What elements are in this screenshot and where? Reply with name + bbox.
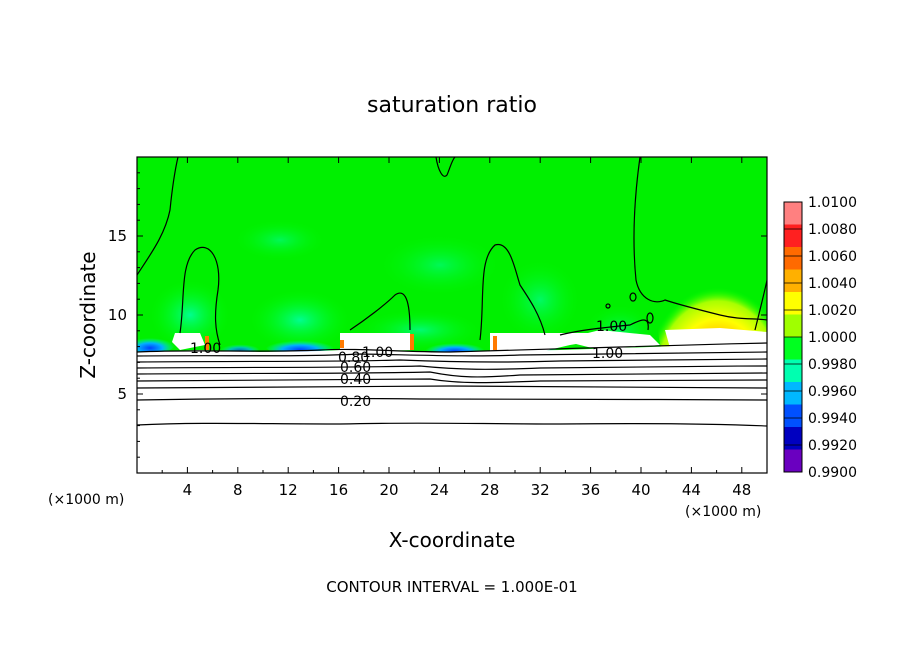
x-tick-label: 28 xyxy=(480,481,499,499)
contour-labels: 0.20 0.40 0.60 0.80 1.00 1.00 1.00 1.00 xyxy=(190,319,627,410)
colorbar-label: 1.0060 xyxy=(808,249,857,265)
y-axis-title: Z-coordinate xyxy=(76,251,100,378)
colorbar-label: 0.9960 xyxy=(808,384,857,400)
colorbar-swatch xyxy=(784,314,802,338)
colorbar-label: 0.9920 xyxy=(808,438,857,454)
y-tick-label: 10 xyxy=(108,306,127,324)
x-axis: 4 8 12 16 20 24 28 32 36 40 44 48 xyxy=(161,157,751,499)
plot-area xyxy=(137,157,767,473)
colorbar-swatch xyxy=(784,449,802,473)
dry-layer xyxy=(137,344,767,473)
x-tick-label: 4 xyxy=(183,481,193,499)
colorbar-label: 1.0040 xyxy=(808,276,857,292)
chart-title: saturation ratio xyxy=(367,93,537,118)
colorbar-label: 0.9940 xyxy=(808,411,857,427)
colorbar-label: 1.0000 xyxy=(808,330,857,346)
contour-label: 0.40 xyxy=(340,372,371,388)
colorbar-swatch xyxy=(784,247,802,270)
x-tick-label: 16 xyxy=(329,481,348,499)
contour-label: 1.00 xyxy=(362,345,393,361)
colorbar-label: 1.0100 xyxy=(808,195,857,211)
colorbar: 1.0100 1.0080 1.0060 1.0040 1.0020 1.0000 0.99… xyxy=(783,195,857,481)
colorbar-label: 0.9980 xyxy=(808,357,857,373)
y-tick-label: 5 xyxy=(117,385,127,403)
contour-label: 0.80 xyxy=(338,350,369,366)
y-axis: 5 10 15 xyxy=(108,172,767,458)
contour-label: 1.00 xyxy=(596,319,627,335)
colorbar-swatch xyxy=(784,382,802,405)
colorbar-label: 1.0020 xyxy=(808,303,857,319)
x-unit-left: (×1000 m) xyxy=(48,492,124,508)
colorbar-swatch xyxy=(784,337,802,360)
x-tick-label: 12 xyxy=(279,481,298,499)
colorbar-swatch xyxy=(784,202,802,225)
x-tick-label: 40 xyxy=(631,481,650,499)
x-unit-right: (×1000 m) xyxy=(685,504,761,520)
colorbar-label: 0.9900 xyxy=(808,465,857,481)
colorbar-swatch xyxy=(784,359,802,383)
x-tick-label: 8 xyxy=(233,481,243,499)
colorbar-label: 1.0080 xyxy=(808,222,857,238)
colorbar-swatch xyxy=(784,269,802,293)
x-tick-label: 44 xyxy=(682,481,701,499)
contour-lines xyxy=(137,157,767,427)
x-axis-title: X-coordinate xyxy=(389,528,516,552)
orange-edges xyxy=(205,334,497,350)
contour-label: 0.20 xyxy=(340,394,371,410)
contour-label: 1.00 xyxy=(190,341,221,357)
x-tick-label: 48 xyxy=(732,481,751,499)
colorbar-swatch xyxy=(784,224,802,248)
y-tick-label: 15 xyxy=(108,227,127,245)
contour-label: 1.00 xyxy=(592,346,623,362)
contour-label: 0.60 xyxy=(340,360,371,376)
x-tick-label: 20 xyxy=(379,481,398,499)
colorbar-swatch xyxy=(784,427,802,450)
contour-interval-note: CONTOUR INTERVAL = 1.000E-01 xyxy=(326,578,577,596)
x-tick-label: 32 xyxy=(531,481,550,499)
x-tick-label: 36 xyxy=(581,481,600,499)
x-tick-label: 24 xyxy=(430,481,449,499)
colorbar-swatch xyxy=(784,292,802,315)
colorbar-swatch xyxy=(784,404,802,428)
